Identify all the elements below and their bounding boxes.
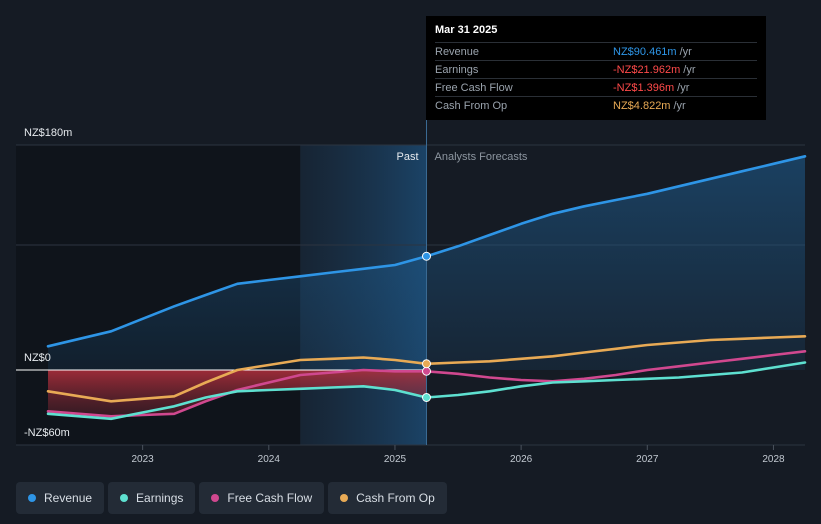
tooltip-row-cash-from-op: Cash From Op NZ$4.822m /yr [435,96,757,114]
legend-dot-icon [28,494,36,502]
marker-cash-from-op[interactable] [422,359,431,369]
y-tick-label: NZ$0 [24,352,51,364]
tooltip-label: Revenue [435,45,480,58]
negative-area-fill [48,370,427,419]
legend-label: Cash From Op [356,491,435,505]
tooltip-label: Cash From Op [435,99,508,112]
tooltip-value: NZ$4.822m [613,99,671,112]
tooltip-unit: /yr [673,99,686,112]
legend-item-cash-from-op[interactable]: Cash From Op [328,482,447,514]
tooltip-row-earnings: Earnings -NZ$21.962m /yr [435,60,757,78]
tooltip-row-revenue: Revenue NZ$90.461m /yr [435,42,757,60]
forecast-label: Analysts Forecasts [435,151,528,163]
legend-item-revenue[interactable]: Revenue [16,482,105,514]
tooltip-label: Free Cash Flow [435,81,513,94]
tooltip-row-free-cash-flow: Free Cash Flow -NZ$1.396m /yr [435,78,757,96]
x-tick-label: 2023 [132,454,155,465]
x-tick-label: 2027 [636,454,659,465]
marker-revenue[interactable] [422,251,431,261]
tooltip: Mar 31 2025 Revenue NZ$90.461m /yr Earni… [426,16,766,120]
legend-dot-icon [211,494,220,502]
tooltip-date: Mar 31 2025 [435,24,498,36]
legend-dot-icon [120,494,129,502]
tooltip-value: -NZ$1.396m [613,81,675,94]
legend: Revenue Earnings Free Cash Flow Cash Fro… [16,482,447,514]
tooltip-value: -NZ$21.962m [613,63,681,76]
marker-free-cash-flow[interactable] [422,366,431,376]
legend-label: Earnings [136,491,184,505]
x-tick-label: 2025 [384,454,407,465]
x-tick-label: 2026 [510,454,533,465]
tooltip-unit: /yr [677,81,690,94]
chart: Past Analysts Forecasts NZ$180m NZ$0 -NZ$6… [16,120,807,465]
tooltip-label: Earnings [435,63,479,76]
legend-label: Revenue [44,491,93,505]
y-tick-label: -NZ$60m [24,427,70,439]
tooltip-value: NZ$90.461m [613,45,677,58]
tooltip-unit: /yr [679,45,692,58]
legend-item-earnings[interactable]: Earnings [108,482,196,514]
legend-item-free-cash-flow[interactable]: Free Cash Flow [199,482,325,514]
legend-label: Free Cash Flow [227,491,313,505]
marker-earnings[interactable] [422,393,431,402]
legend-dot-icon [340,494,349,502]
x-tick-label: 2024 [258,454,281,465]
x-tick-label: 2028 [762,454,785,465]
y-tick-label: NZ$180m [24,127,72,139]
tooltip-unit: /yr [683,63,696,76]
past-label: Past [396,151,418,163]
